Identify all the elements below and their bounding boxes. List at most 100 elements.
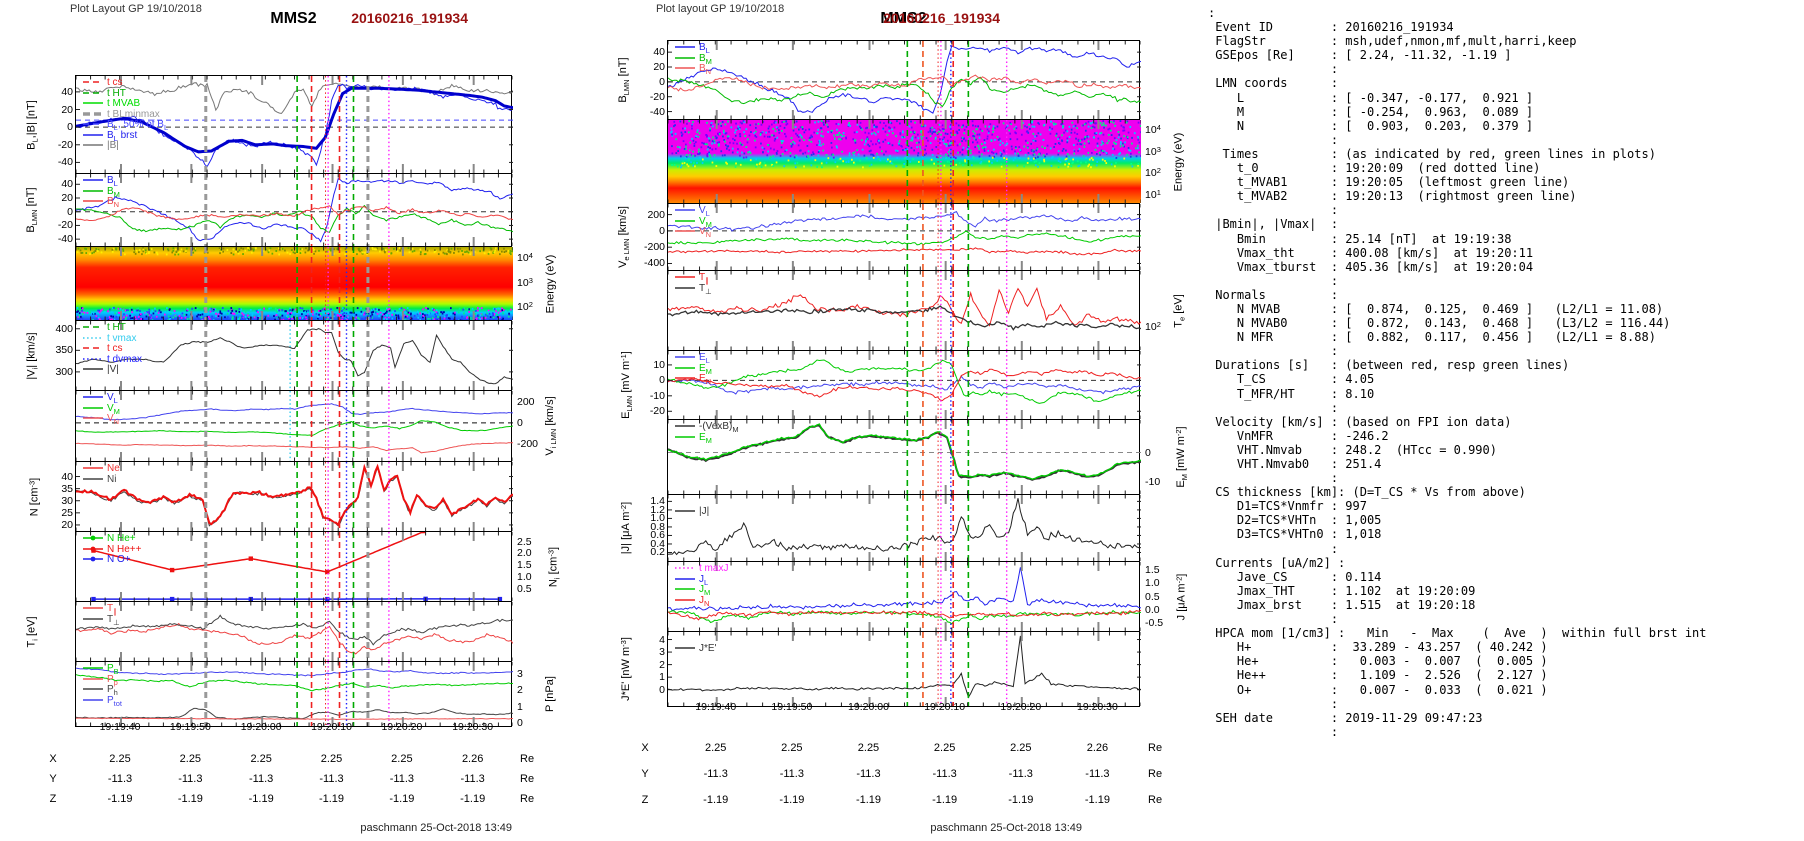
left-event-id: 20160216_191934 <box>351 10 468 26</box>
middle-ve-lmn-legend: VL VM VN <box>674 205 712 239</box>
info-line: FlagStr : msh,udef,nmon,mf,mult,harri,ke… <box>1208 34 1577 49</box>
position-value: 2.26 <box>461 753 484 765</box>
left-p-legend: PB Pp Ph Ptot <box>82 663 122 708</box>
info-line: Times : (as indicated by red, green line… <box>1208 146 1656 161</box>
y-tick-label-right: 200 <box>517 395 535 408</box>
left-n-legend: Ne Ni <box>82 463 120 485</box>
middle-ve-lmn-chart <box>668 204 1141 270</box>
y-tick-label: 0.2 <box>650 546 665 559</box>
y-tick-label: 1.0 <box>650 512 665 525</box>
middle-panel-e-spec[interactable]: 104 103 102 101 Energy (eV) <box>667 119 1184 204</box>
y-tick-label-right: 104 <box>1145 123 1161 137</box>
middle-plot-column: Plot layout GP 19/10/2018 MMS2 20160216_… <box>556 0 1206 841</box>
position-row-label: Y <box>49 773 57 785</box>
middle-blmn-y-axis-label: BLMN [nT] <box>617 57 631 103</box>
position-row-Y: Y -11.3 -11.3 -11.3 -11.3 -11.3 -11.3 Re <box>49 773 534 787</box>
middle-em-chart <box>668 420 1141 494</box>
y-tick-label: 25 <box>61 506 73 519</box>
left-panel-n[interactable]: 40 35 30 25 20 N [cm-3] Ne Ni <box>27 461 513 532</box>
info-line: Vmax_tht : 400.08 [km/s] at 19:20:11 <box>1208 245 1534 260</box>
info-line: Vmax_tburst : 405.36 [km/s] at 19:20:04 <box>1208 259 1534 274</box>
position-value: 2.25 <box>109 753 131 765</box>
left-panel-blmn[interactable]: 40 20 0 -20 -40 BLMN [nT] BL BM BN <box>25 173 513 247</box>
middle-ve-lmn-y-axis-label: Ve LMN [km/s] <box>617 206 631 268</box>
middle-panel-em[interactable]: 0 -10 EM [mW m-2] -(VexB)M EM <box>667 419 1189 495</box>
info-line: Event ID : 20160216_191934 <box>1208 20 1454 35</box>
middle-panel-te[interactable]: 102 Te [eV] T∥ T⊥ <box>667 270 1186 351</box>
position-row-Y: Y -11.3 -11.3 -11.3 -11.3 -11.3 -11.3 Re <box>641 768 1162 782</box>
legend-entry: EL <box>675 352 710 365</box>
y-tick-label-right: 1.5 <box>517 559 532 572</box>
left-panel-ion-spec[interactable]: 104 103 102 Energy (eV) <box>75 246 556 321</box>
middle-jmag-legend: |J| <box>674 506 709 518</box>
y-tick-label: -40 <box>57 233 73 246</box>
y-tick-label-right: -0.5 <box>1145 617 1164 630</box>
info-line: Currents [uA/m2] : <box>1208 555 1346 570</box>
left-panel-vi-mag[interactable]: 400 350 300 |Vi| [km/s] t HT t vmax t cs t dvma… <box>25 320 513 391</box>
info-line: Jmax_THT : 1.102 at 19:20:09 <box>1208 583 1476 598</box>
middle-panel-jlmn[interactable]: 1.5 1.0 0.5 0.0 -0.5 J [μA m-2] t maxJ JL JM JN <box>667 561 1187 632</box>
time-tick-label: 19:20:30 <box>1076 701 1118 713</box>
position-value: -11.3 <box>178 773 203 785</box>
y-tick-label-right: 0 <box>517 416 523 429</box>
middle-caption: paschmann 25-Oct-2018 13:49 <box>930 822 1082 834</box>
legend-entry: N He+ <box>82 533 141 545</box>
middle-panel-stack: 40 20 0 -20 -40 BLMN [nT] BL BM BN 104 103 102 101 En… <box>617 40 1189 707</box>
middle-e-spec-right-axis-label: Energy (eV) <box>1172 132 1184 191</box>
legend-entry: t HT <box>83 87 126 99</box>
middle-te-legend: T∥ T⊥ <box>674 272 712 296</box>
info-line: : <box>1208 724 1339 739</box>
time-tick-label: 19:20:30 <box>452 721 494 733</box>
y-tick-label: -40 <box>57 156 73 169</box>
legend-entry: VN <box>83 413 120 426</box>
info-line: : <box>1208 132 1339 147</box>
middle-panel-elmn[interactable]: 10 0 -10 -20 ELMN [mV m-1] EL EM EN <box>619 350 1141 420</box>
legend-entry: VN <box>675 226 712 239</box>
middle-panel-blmn[interactable]: 40 20 0 -20 -40 BLMN [nT] BL BM BN <box>617 40 1141 120</box>
legend-entry: PB <box>83 663 119 676</box>
legend-entry: Ne <box>83 463 120 474</box>
middle-jmag-chart <box>668 495 1141 561</box>
middle-panel-ve-lmn[interactable]: 200 0 -200 -400 Ve LMN [km/s] VL VM VN <box>617 203 1141 271</box>
y-tick-label: -40 <box>649 105 665 118</box>
legend-entry: J*E' <box>675 643 717 654</box>
middle-em-right-axis-label: EM [mW m-2] <box>1174 426 1189 488</box>
legend-entry: t BLminmax <box>83 108 160 120</box>
position-value: -1.19 <box>779 794 805 806</box>
y-tick-label-right: 1.0 <box>517 571 532 584</box>
position-row-label: X <box>49 753 57 765</box>
info-line: H+ : 33.289 - 43.257 ( 40.242 ) <box>1208 640 1548 655</box>
info-line: Bmin : 25.14 [nT] at 19:19:38 <box>1208 231 1512 246</box>
middle-jdote-y-axis-label: J*E' [nW m-3] <box>619 637 632 701</box>
info-line: LMN coords : <box>1208 76 1339 91</box>
y-tick-label-right: 0.5 <box>1145 590 1160 603</box>
info-line: |Bmin|, |Vmax| : <box>1208 217 1339 232</box>
left-panel-ti[interactable]: Ti [eV] T∥ T⊥ <box>25 601 513 662</box>
left-panel-ni-minor[interactable]: 2.5 2.0 1.5 1.0 0.5 Ni [cm-3] N He+ N He++ N O+ <box>75 531 561 602</box>
y-tick-label: -200 <box>643 241 665 254</box>
left-panel-bl-b[interactable]: 40 20 0 -20 -40 BL,|B| [nT] t cs t HT t MVAB t BL… <box>25 75 513 174</box>
legend-entry: BM <box>83 185 120 199</box>
middle-event-id: 20160216_191934 <box>883 10 1000 26</box>
left-ni-minor-legend: N He+ N He++ N O+ <box>82 533 141 566</box>
middle-panel-jdote[interactable]: 4 3 2 1 0 J*E' [nW m-3] J*E' <box>619 631 1141 707</box>
legend-entry: BL brst <box>83 129 138 143</box>
left-bl-b-legend: t cs t HT t MVAB t BLminmax BL, 50% of BL BL … <box>82 77 168 152</box>
time-tick-label: 19:20:10 <box>311 721 352 733</box>
position-value: -11.3 <box>107 773 133 785</box>
position-value: -1.19 <box>1084 794 1110 806</box>
position-value: -1.19 <box>177 793 203 805</box>
time-tick-label: 19:20:00 <box>240 721 282 733</box>
position-row-label: X <box>641 742 649 754</box>
y-tick-label: 300 <box>55 365 73 378</box>
position-value: 2.25 <box>250 753 272 765</box>
info-line: N MFR : [ 0.882, 0.117, 0.456 ] (L2/L1 =… <box>1208 330 1656 345</box>
info-line: VHT.Nmvab : 248.2 (HTcc = 0.990) <box>1208 442 1497 457</box>
info-line: t_MVAB2 : 19:20:13 (rightmost green line… <box>1208 189 1577 204</box>
y-tick-label-right: 104 <box>517 251 533 265</box>
left-panel-vi-lmn[interactable]: 200 0 -200 Vi LMN [km/s] VL VM VN <box>75 390 558 462</box>
middle-panel-jmag[interactable]: 1.4 1.2 1.0 0.8 0.6 0.4 0.2 |J| [μA m-2] |J| <box>619 494 1141 562</box>
y-tick-label: 40 <box>61 470 73 483</box>
info-line: t_0 : 19:20:09 (red dotted line) <box>1208 161 1541 176</box>
